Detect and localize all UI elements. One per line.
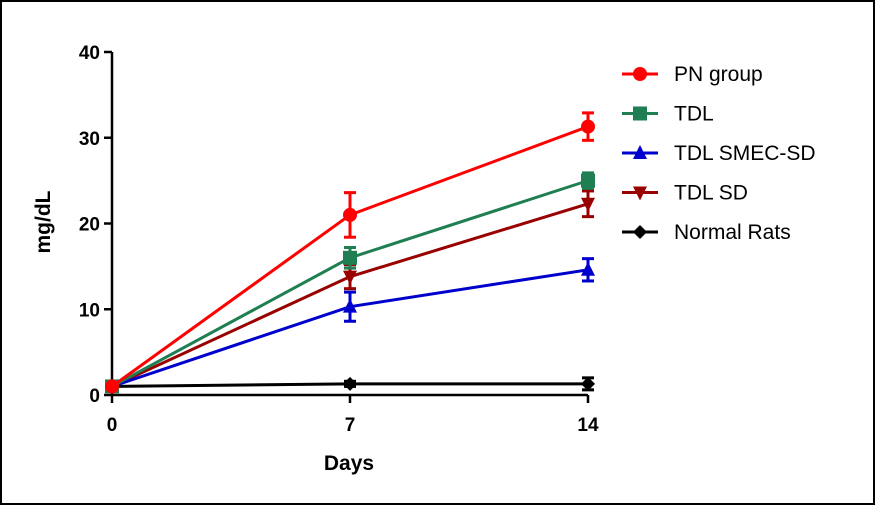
y-axis-title: mg/dL — [32, 190, 55, 253]
data-point — [581, 261, 595, 276]
legend-marker — [633, 186, 647, 201]
legend-item: TDL SMEC-SD — [622, 142, 816, 165]
legend-item: PN group — [622, 63, 763, 86]
axes — [104, 50, 590, 403]
x-tick-label: 7 — [345, 415, 356, 436]
series-pn-group — [105, 111, 595, 394]
legend: PN group TDL TDL SMEC-SD TDL SD Normal Rats — [622, 63, 816, 244]
y-tick-label: 10 — [79, 300, 100, 321]
data-point — [105, 379, 119, 394]
legend-item: Normal Rats — [622, 221, 791, 244]
legend-marker — [633, 67, 647, 81]
x-tick-label: 0 — [107, 415, 118, 436]
legend-marker — [633, 145, 647, 159]
data-point — [343, 376, 357, 391]
legend-label: TDL SD — [674, 182, 748, 205]
data-point — [343, 270, 357, 285]
y-tick-label: 30 — [79, 129, 100, 150]
legend-label: PN group — [674, 63, 763, 86]
data-point — [343, 207, 357, 222]
legend-label: Normal Rats — [674, 221, 791, 244]
data-point — [343, 250, 357, 265]
legend-item: TDL — [622, 103, 714, 126]
data-point — [581, 173, 595, 188]
x-axis-title: Days — [324, 452, 374, 475]
y-tick-label: 40 — [79, 43, 100, 64]
legend-label: TDL — [674, 103, 714, 126]
tick-labels: 0 10 20 30 40 0 7 14 — [79, 43, 599, 436]
y-tick-label: 0 — [89, 386, 100, 407]
data-point — [581, 376, 595, 391]
series-normal-rats — [105, 376, 595, 394]
data-point — [581, 197, 595, 212]
legend-label: TDL SMEC-SD — [674, 142, 816, 165]
legend-marker — [633, 225, 647, 239]
data-point — [581, 119, 595, 134]
legend-item: TDL SD — [622, 182, 748, 205]
y-tick-label: 20 — [79, 215, 100, 236]
series-layer — [105, 111, 595, 395]
x-tick-label: 14 — [577, 415, 599, 436]
data-point — [343, 298, 357, 313]
legend-marker — [633, 106, 647, 121]
